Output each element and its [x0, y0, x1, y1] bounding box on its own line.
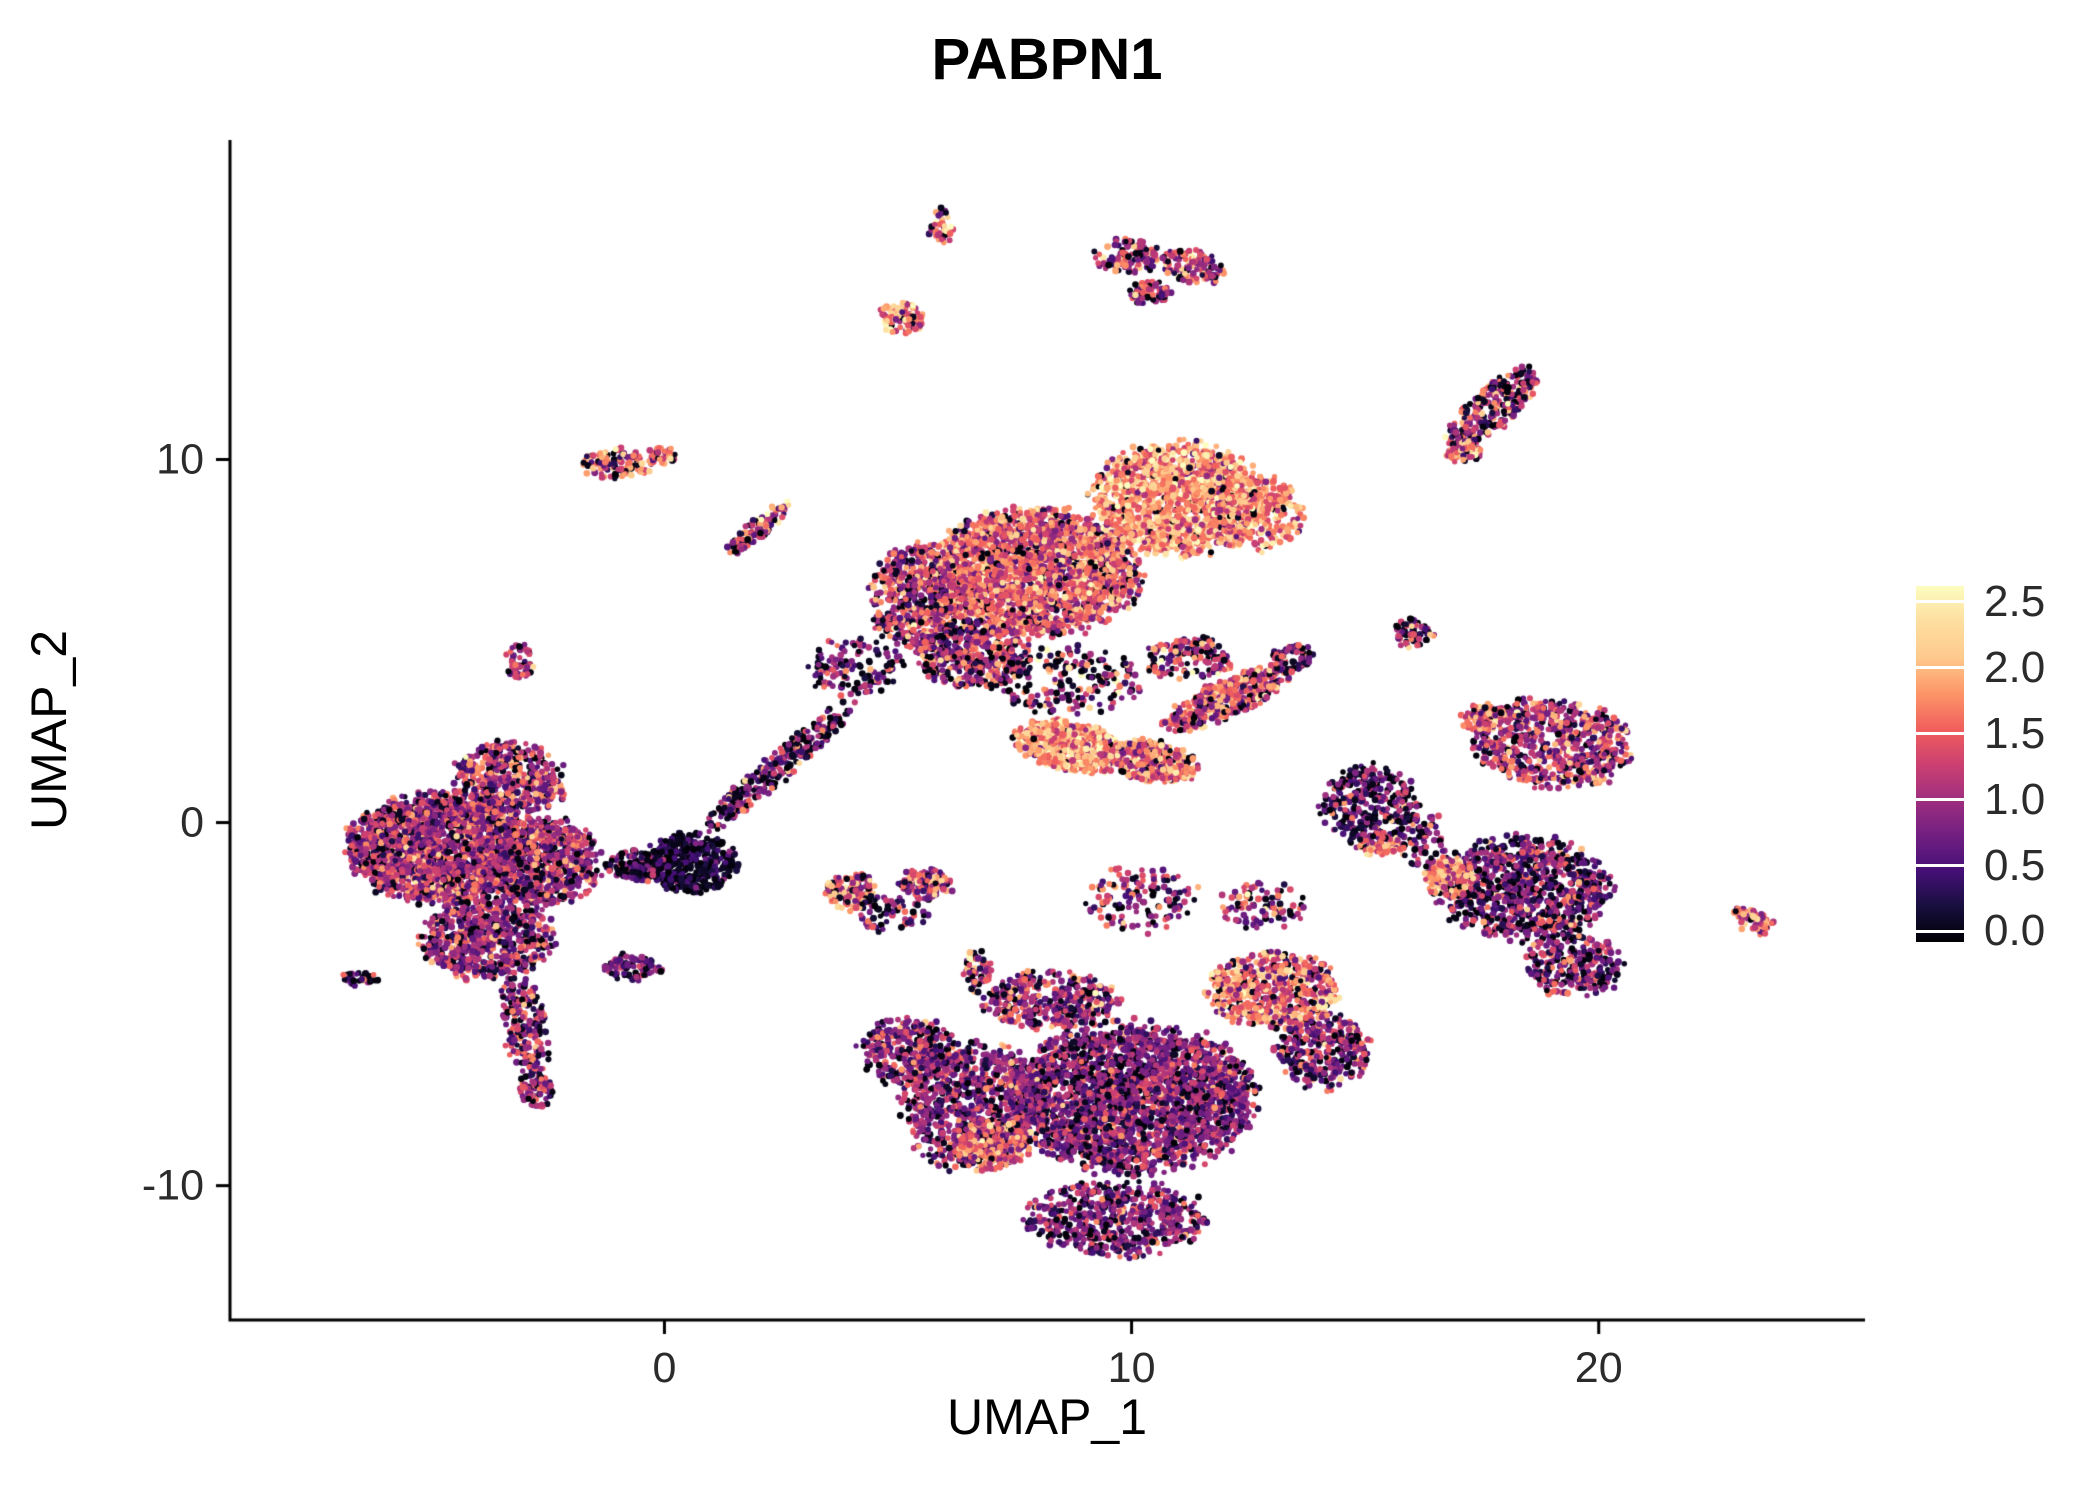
y-tick-label: -10	[141, 1161, 204, 1210]
x-axis-label: UMAP_1	[946, 1389, 1148, 1445]
y-axis-label: UMAP_2	[21, 629, 78, 831]
y-tick-label: 10	[156, 435, 204, 483]
x-tick-label: 20	[1574, 1344, 1623, 1392]
y-axis-label-box: UMAP_2	[14, 140, 84, 1320]
plot-title: PABPN1	[931, 27, 1163, 92]
x-tick-label: 0	[652, 1344, 677, 1392]
x-tick-label: 10	[1107, 1344, 1156, 1392]
y-tick-label: 0	[180, 798, 204, 847]
